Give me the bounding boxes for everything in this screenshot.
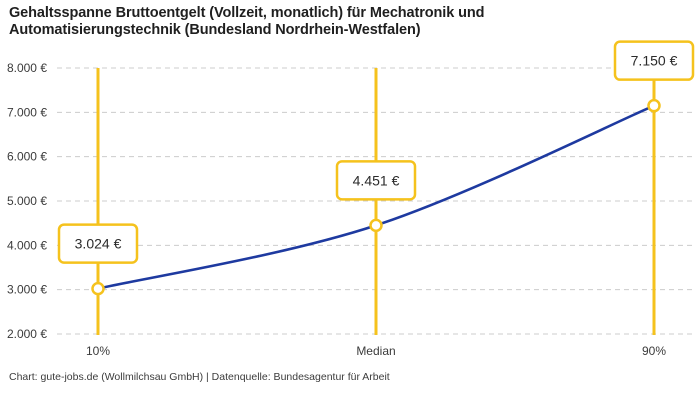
chart-title-line2: Automatisierungstechnik (Bundesland Nord… [9, 21, 421, 38]
x-axis-category-label: 10% [86, 344, 110, 358]
data-point-marker[interactable] [369, 218, 383, 233]
data-point-marker[interactable] [647, 98, 661, 113]
data-point-marker[interactable] [91, 281, 105, 296]
x-axis-category-label: Median [356, 344, 395, 358]
x-axis-category-label: 90% [642, 344, 666, 358]
chart-title: Gehaltsspanne Bruttoentgelt (Vollzeit, m… [9, 5, 569, 38]
y-axis-tick-label: 2.000 € [7, 327, 47, 341]
y-axis-tick-label: 5.000 € [7, 194, 47, 208]
y-axis-tick-label: 8.000 € [7, 61, 47, 75]
value-label-text: 4.451 € [353, 172, 400, 188]
value-label-text: 7.150 € [631, 53, 678, 69]
value-label-box [57, 223, 139, 264]
y-axis-tick-label: 3.000 € [7, 283, 47, 297]
value-label-text: 3.024 € [75, 236, 122, 252]
attribution-text: Chart: gute-jobs.de (Wollmilchsau GmbH) … [9, 371, 390, 383]
value-label-box [613, 40, 695, 81]
y-axis-tick-label: 6.000 € [7, 150, 47, 164]
chart-title-line1: Gehaltsspanne Bruttoentgelt (Vollzeit, m… [9, 5, 485, 21]
y-axis-tick-label: 7.000 € [7, 105, 47, 119]
value-label-box [335, 160, 417, 201]
y-axis-tick-label: 4.000 € [7, 238, 47, 252]
